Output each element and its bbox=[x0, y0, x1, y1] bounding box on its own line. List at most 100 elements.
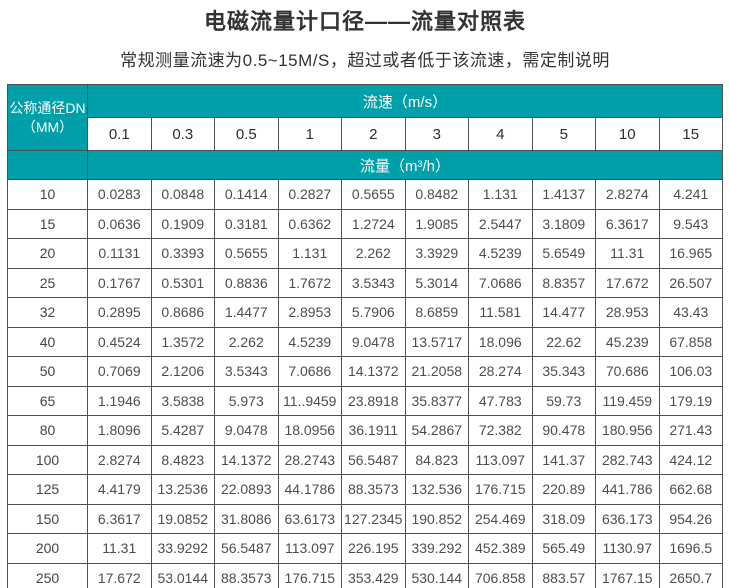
flow-header: 流量（m³/h） bbox=[87, 150, 723, 180]
dn-cell: 32 bbox=[7, 297, 88, 328]
flow-value-cell: 44.1786 bbox=[277, 474, 342, 505]
flow-value-cell: 662.68 bbox=[658, 474, 723, 505]
flow-value-cell: 90.478 bbox=[531, 415, 596, 446]
flow-value-cell: 0.8836 bbox=[214, 267, 279, 298]
table-row: 80 1.8096 5.4287 9.0478 18.0956 36.1911 54.286… bbox=[7, 415, 723, 446]
dn-cell: 20 bbox=[7, 238, 88, 269]
dn-cell: 80 bbox=[7, 415, 88, 446]
flow-value-cell: 8.8357 bbox=[531, 267, 596, 298]
flow-value-cell: 59.73 bbox=[531, 385, 596, 416]
flow-value-cell: 1.9085 bbox=[404, 208, 469, 239]
flow-value-cell: 16.965 bbox=[658, 238, 723, 269]
flow-value-cell: 2650.7 bbox=[658, 562, 723, 588]
flow-value-cell: 26.507 bbox=[658, 267, 723, 298]
flow-value-cell: 179.19 bbox=[658, 385, 723, 416]
flow-value-cell: 452.389 bbox=[468, 533, 533, 564]
flow-value-cell: 0.8686 bbox=[150, 297, 215, 328]
flow-value-cell: 0.2827 bbox=[277, 179, 342, 210]
flow-value-cell: 0.3181 bbox=[214, 208, 279, 239]
velocity-value-cell: 4 bbox=[468, 117, 533, 151]
flow-value-cell: 84.823 bbox=[404, 444, 469, 475]
flow-value-cell: 54.2867 bbox=[404, 415, 469, 446]
flow-value-cell: 318.09 bbox=[531, 503, 596, 534]
flow-value-cell: 113.097 bbox=[277, 533, 342, 564]
flow-value-cell: 0.1767 bbox=[87, 267, 152, 298]
table-row: 50 0.7069 2.1206 3.5343 7.0686 14.1372 21.2058… bbox=[7, 356, 723, 387]
flow-value-cell: 5.6549 bbox=[531, 238, 596, 269]
flow-value-cell: 0.7069 bbox=[87, 356, 152, 387]
flow-value-cell: 43.43 bbox=[658, 297, 723, 328]
flow-value-cell: 180.956 bbox=[595, 415, 660, 446]
dn-column-header: 公称通径DN （MM） bbox=[7, 84, 88, 151]
flow-value-cell: 14.1372 bbox=[341, 356, 406, 387]
velocity-value-cell: 1 bbox=[277, 117, 342, 151]
flow-value-cell: 2.8274 bbox=[87, 444, 152, 475]
flow-value-cell: 35.343 bbox=[531, 356, 596, 387]
flow-value-cell: 1.1946 bbox=[87, 385, 152, 416]
flow-value-cell: 1.7672 bbox=[277, 267, 342, 298]
header-row-flow-title: 流量（m³/h） bbox=[7, 150, 723, 180]
flow-value-cell: 23.8918 bbox=[341, 385, 406, 416]
flow-value-cell: 2.8953 bbox=[277, 297, 342, 328]
flow-value-cell: 0.1131 bbox=[87, 238, 152, 269]
dn-cell: 125 bbox=[7, 474, 88, 505]
flow-value-cell: 18.0956 bbox=[277, 415, 342, 446]
flow-value-cell: 271.43 bbox=[658, 415, 723, 446]
flow-value-cell: 119.459 bbox=[595, 385, 660, 416]
flow-value-cell: 56.5487 bbox=[341, 444, 406, 475]
dn-cell: 40 bbox=[7, 326, 88, 357]
dn-header-line1: 公称通径DN bbox=[9, 99, 86, 116]
flow-value-cell: 1.3572 bbox=[150, 326, 215, 357]
flow-value-cell: 1.4137 bbox=[531, 179, 596, 210]
flow-value-cell: 565.49 bbox=[531, 533, 596, 564]
flow-value-cell: 1767.15 bbox=[595, 562, 660, 588]
dn-header-line2: （MM） bbox=[21, 118, 74, 135]
flow-value-cell: 220.89 bbox=[531, 474, 596, 505]
velocity-value-cell: 0.1 bbox=[87, 117, 152, 151]
flow-value-cell: 441.786 bbox=[595, 474, 660, 505]
flow-value-cell: 45.239 bbox=[595, 326, 660, 357]
flow-value-cell: 56.5487 bbox=[214, 533, 279, 564]
table-row: 10 0.0283 0.0848 0.1414 0.2827 0.5655 0.8482 1.… bbox=[7, 179, 723, 210]
flow-value-cell: 3.1809 bbox=[531, 208, 596, 239]
velocity-value-cell: 2 bbox=[341, 117, 406, 151]
flow-value-cell: 0.2895 bbox=[87, 297, 152, 328]
flow-value-cell: 0.0848 bbox=[150, 179, 215, 210]
flow-value-cell: 141.37 bbox=[531, 444, 596, 475]
velocity-value-cell: 15 bbox=[658, 117, 723, 151]
flow-value-cell: 1.8096 bbox=[87, 415, 152, 446]
dn-cell: 15 bbox=[7, 208, 88, 239]
dn-cell: 10 bbox=[7, 179, 88, 210]
flow-value-cell: 706.858 bbox=[468, 562, 533, 588]
flow-value-cell: 4.4179 bbox=[87, 474, 152, 505]
flow-value-cell: 954.26 bbox=[658, 503, 723, 534]
velocity-value-cell: 5 bbox=[531, 117, 596, 151]
flow-value-cell: 11..9459 bbox=[277, 385, 342, 416]
flow-value-cell: 2.8274 bbox=[595, 179, 660, 210]
flow-value-cell: 6.3617 bbox=[87, 503, 152, 534]
velocity-value-cell: 10 bbox=[595, 117, 660, 151]
flow-value-cell: 88.3573 bbox=[214, 562, 279, 588]
header-row-velocity-title: 公称通径DN （MM） 流速（m/s） bbox=[7, 84, 723, 151]
flow-value-cell: 2.262 bbox=[341, 238, 406, 269]
flow-value-cell: 4.241 bbox=[658, 179, 723, 210]
flow-value-cell: 113.097 bbox=[468, 444, 533, 475]
flow-value-cell: 28.274 bbox=[468, 356, 533, 387]
flow-value-cell: 33.9292 bbox=[150, 533, 215, 564]
flow-value-cell: 0.4524 bbox=[87, 326, 152, 357]
dn-cell: 25 bbox=[7, 267, 88, 298]
flow-value-cell: 6.3617 bbox=[595, 208, 660, 239]
flow-value-cell: 88.3573 bbox=[341, 474, 406, 505]
flow-value-cell: 18.096 bbox=[468, 326, 533, 357]
flow-value-cell: 127.2345 bbox=[341, 503, 406, 534]
flow-value-cell: 1.131 bbox=[468, 179, 533, 210]
table-row: 65 1.1946 3.5838 5.973 11..9459 23.8918 35.837… bbox=[7, 385, 723, 416]
flow-value-cell: 11.581 bbox=[468, 297, 533, 328]
flow-value-cell: 47.783 bbox=[468, 385, 533, 416]
flow-value-cell: 636.173 bbox=[595, 503, 660, 534]
flow-value-cell: 14.477 bbox=[531, 297, 596, 328]
flow-value-cell: 13.2536 bbox=[150, 474, 215, 505]
flow-value-cell: 28.953 bbox=[595, 297, 660, 328]
flow-value-cell: 0.5301 bbox=[150, 267, 215, 298]
